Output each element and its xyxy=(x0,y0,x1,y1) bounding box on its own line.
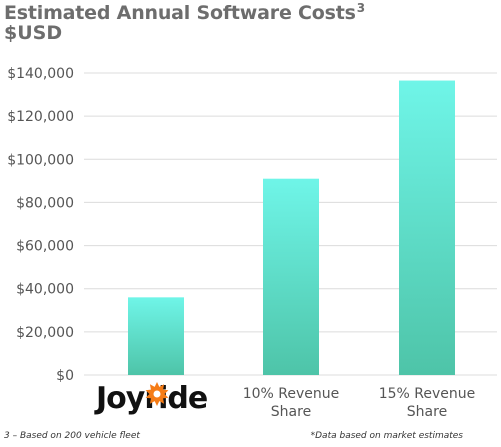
burst-center xyxy=(153,390,161,398)
y-tick-label: $0 xyxy=(56,368,74,384)
category-label: Share xyxy=(407,404,447,420)
burst-icon xyxy=(145,382,169,406)
category-label: Share xyxy=(271,404,311,420)
title-superscript: 3 xyxy=(356,1,365,15)
bar xyxy=(263,178,319,375)
category-label: 15% Revenue xyxy=(379,386,476,402)
footnote-fleet: 3 – Based on 200 vehicle fleet xyxy=(4,431,140,441)
y-tick-label: $120,000 xyxy=(7,109,74,125)
footnote-estimates: *Data based on market estimates xyxy=(310,431,463,441)
y-tick-label: $140,000 xyxy=(7,66,74,82)
bar xyxy=(128,297,184,375)
y-tick-label: $80,000 xyxy=(16,195,74,211)
y-tick-label: $60,000 xyxy=(16,239,74,255)
joyride-logo: Joyride xyxy=(96,381,208,416)
y-tick-label: $100,000 xyxy=(7,152,74,168)
bar xyxy=(399,80,455,376)
category-label: 10% Revenue xyxy=(243,386,340,402)
y-tick-label: $40,000 xyxy=(16,282,74,298)
y-tick-label: $20,000 xyxy=(16,325,74,341)
chart-subtitle: $USD xyxy=(4,22,63,44)
chart-title: Estimated Annual Software Costs3 xyxy=(4,1,365,24)
